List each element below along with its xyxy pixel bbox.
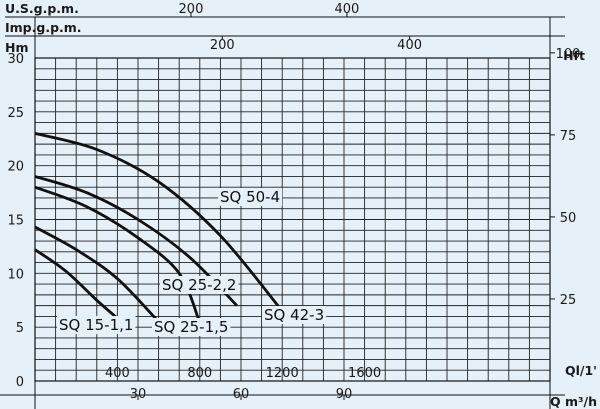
curve-label-background bbox=[218, 188, 283, 206]
tick-label-hm: 5 bbox=[16, 321, 24, 336]
axis-label-hft: Hft bbox=[563, 48, 585, 63]
tick-label-hft: 100 bbox=[556, 47, 581, 62]
axis-label-m3h: Q m³/h bbox=[550, 394, 597, 409]
curve-sq-15-1-1 bbox=[34, 248, 123, 323]
tick-label-hm: 15 bbox=[7, 214, 24, 229]
curve-label-sq-42-3: SQ 42-3 bbox=[264, 306, 324, 324]
curve-sq-25-1-5 bbox=[34, 225, 160, 323]
axis-label-lmin: Ql/1' bbox=[565, 363, 597, 378]
curve-labels: SQ 50-4 SQ 25-2,2 SQ 42-3 SQ 15-1,1 SQ 25-1,… bbox=[57, 188, 327, 336]
curve-label-background bbox=[160, 276, 239, 294]
curve-label-sq-50-4: SQ 50-4 bbox=[220, 188, 280, 206]
tick-label-usgpm: 200 bbox=[179, 2, 204, 17]
tick-label-m3h: 60 bbox=[233, 387, 250, 402]
tick-label-hm: 10 bbox=[7, 267, 24, 282]
tick-label-impgpm: 200 bbox=[210, 38, 235, 53]
curve-label-sq-25-2-2: SQ 25-2,2 bbox=[162, 276, 236, 294]
tick-label-m3h: 90 bbox=[336, 387, 353, 402]
tick-label-lmin: 1200 bbox=[266, 366, 299, 381]
curve-label-sq-25-1-5: SQ 25-1,5 bbox=[154, 318, 228, 336]
tick-label-lmin: 400 bbox=[105, 366, 130, 381]
curve-sq-42-3 bbox=[34, 175, 238, 307]
curve-label-background bbox=[57, 316, 136, 334]
tick-label-hm: 0 bbox=[16, 375, 24, 390]
curve-label-background bbox=[152, 318, 231, 336]
axis-label-hm: Hm bbox=[5, 40, 29, 55]
tick-label-lmin: 800 bbox=[187, 366, 212, 381]
curve-sq-50-4 bbox=[34, 132, 284, 312]
tick-label-hft: 25 bbox=[560, 293, 577, 308]
tick-label-hm: 20 bbox=[7, 160, 24, 175]
tick-label-impgpm: 400 bbox=[397, 38, 422, 53]
tick-label-hft: 50 bbox=[560, 211, 577, 226]
curve-label-sq-15-1-1: SQ 15-1,1 bbox=[59, 316, 133, 334]
tick-label-hm: 30 bbox=[7, 52, 24, 67]
tick-label-lmin: 1600 bbox=[348, 366, 381, 381]
tick-label-m3h: 30 bbox=[130, 387, 147, 402]
curve-label-background bbox=[262, 306, 327, 324]
tick-label-hm: 25 bbox=[7, 106, 24, 121]
tick-label-usgpm: 400 bbox=[335, 2, 360, 17]
axis-label-usgpm: U.S.g.p.m. bbox=[5, 1, 79, 16]
axis-label-impgpm: Imp.g.p.m. bbox=[5, 20, 82, 35]
tick-label-hft: 75 bbox=[560, 129, 577, 144]
